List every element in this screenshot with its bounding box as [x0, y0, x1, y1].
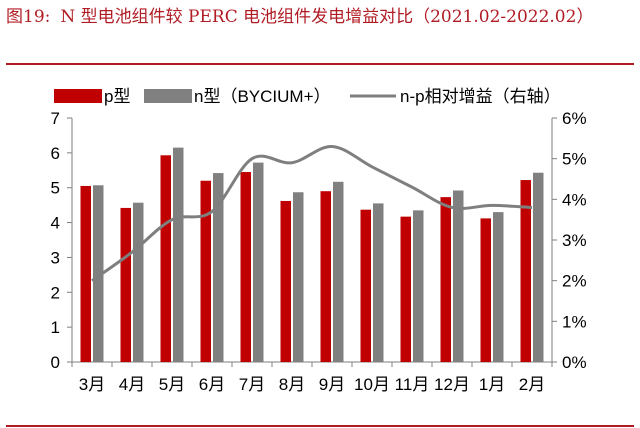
x-tick-label: 12月 — [434, 375, 470, 394]
y-tick-label-left: 2 — [51, 283, 60, 302]
bar-p-type — [200, 180, 211, 362]
bar-n-type — [493, 212, 504, 362]
bottom-rule — [6, 425, 634, 427]
legend-swatch-n-type — [144, 89, 192, 103]
bar-p-type — [360, 209, 371, 362]
y-tick-label-left: 3 — [51, 248, 60, 267]
y-tick-label-right: 3% — [562, 231, 587, 250]
bar-n-type — [93, 185, 104, 362]
legend: p型 n型（BYCIUM+） n-p相对增益（右轴） — [54, 87, 561, 106]
y-tick-label-right: 6% — [562, 109, 587, 128]
bar-n-type — [453, 190, 464, 362]
figure-title-text: N 型电池组件较 PERC 电池组件发电增益对比（2021.02-2022.02… — [60, 7, 594, 27]
y-tick-label-left: 0 — [51, 353, 60, 372]
legend-label-n-type: n型（BYCIUM+） — [194, 87, 331, 106]
bar-p-type — [520, 180, 531, 362]
y-tick-label-left: 4 — [51, 214, 60, 233]
x-tick-label: 9月 — [319, 375, 345, 394]
top-rule — [6, 63, 634, 65]
y-tick-label-left: 1 — [51, 318, 60, 337]
line-n-p-gain — [91, 144, 533, 282]
bar-n-type — [533, 172, 544, 362]
bars — [80, 147, 544, 362]
figure-number: 图19: — [6, 7, 51, 27]
bar-p-type — [400, 216, 411, 362]
bar-n-type — [133, 202, 144, 362]
bar-p-type — [280, 200, 291, 362]
y-tick-label-left: 5 — [51, 179, 60, 198]
chart: p型 n型（BYCIUM+） n-p相对增益（右轴） 0 1 2 3 4 5 6 7 0% 1% 2% 3… — [51, 87, 587, 394]
y-tick-label-right: 0% — [562, 353, 587, 372]
x-tick-label: 7月 — [239, 375, 265, 394]
bar-n-type — [333, 181, 344, 362]
y-tick-label-right: 1% — [562, 312, 587, 331]
legend-label-gain: n-p相对增益（右轴） — [400, 87, 561, 106]
bar-p-type — [240, 172, 251, 362]
legend-label-p-type: p型 — [104, 87, 130, 106]
x-tick-label: 5月 — [159, 375, 185, 394]
axes: 0 1 2 3 4 5 6 7 0% 1% 2% 3% 4% 5% 6% 3月 4月 5月 6月 7月 8月 9月 10月 1… — [51, 109, 587, 394]
bar-n-type — [213, 173, 224, 362]
x-tick-label: 1月 — [479, 375, 505, 394]
legend-swatch-p-type — [54, 89, 102, 103]
y-tick-label-right: 2% — [562, 272, 587, 291]
x-tick-label: 2月 — [519, 375, 545, 394]
bar-p-type — [120, 207, 131, 362]
bar-n-type — [293, 192, 304, 362]
bar-n-type — [413, 210, 424, 362]
bar-n-type — [253, 162, 264, 362]
x-tick-label: 4月 — [119, 375, 145, 394]
y-tick-label-left: 7 — [51, 109, 60, 128]
bar-p-type — [80, 185, 91, 362]
line-series — [91, 144, 533, 282]
x-tick-label: 8月 — [279, 375, 305, 394]
figure-title: 图19: N 型电池组件较 PERC 电池组件发电增益对比（2021.02-202… — [6, 4, 634, 31]
bar-p-type — [160, 155, 171, 362]
x-tick-label: 3月 — [79, 375, 105, 394]
y-tick-label-left: 6 — [51, 144, 60, 163]
bar-n-type — [373, 203, 384, 362]
bar-p-type — [320, 191, 331, 362]
y-tick-label-right: 4% — [562, 190, 587, 209]
y-tick-label-right: 5% — [562, 150, 587, 169]
bar-p-type — [440, 197, 451, 362]
x-tick-label: 10月 — [354, 375, 390, 394]
bar-n-type — [173, 147, 184, 362]
x-tick-label: 6月 — [199, 375, 225, 394]
bar-p-type — [480, 218, 491, 362]
x-tick-label: 11月 — [395, 375, 430, 394]
